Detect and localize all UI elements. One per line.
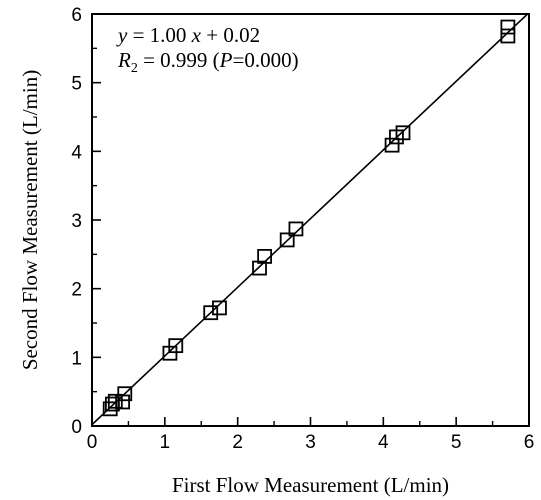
data-point bbox=[257, 248, 273, 264]
data-point bbox=[500, 19, 516, 35]
equation-x-symbol: x bbox=[191, 23, 202, 47]
y-tick-label: 3 bbox=[71, 211, 82, 232]
p-symbol: P bbox=[219, 48, 233, 72]
data-point bbox=[384, 137, 400, 153]
data-point bbox=[252, 260, 267, 276]
y-tick-label: 5 bbox=[71, 74, 82, 95]
plot-area bbox=[91, 13, 530, 427]
x-tick-label: 5 bbox=[451, 432, 462, 453]
y-axis-title: Second Flow Measurement (L/min) bbox=[18, 70, 42, 370]
y-tick-label: 4 bbox=[71, 142, 82, 163]
data-point bbox=[212, 300, 227, 316]
y-tick-label: 2 bbox=[71, 280, 82, 301]
data-point bbox=[500, 28, 516, 44]
y-tick-labels: 0 1 2 3 4 5 6 bbox=[71, 5, 82, 438]
axis-ticks bbox=[91, 13, 530, 427]
regression-line bbox=[91, 13, 529, 426]
equation-line: y = 1.00 x + 0.02 bbox=[116, 23, 260, 47]
y-tick-label: 1 bbox=[71, 348, 82, 369]
equation-y-symbol: y bbox=[116, 23, 128, 47]
r-value: = 0.999 ( bbox=[138, 48, 220, 72]
x-tick-label: 6 bbox=[524, 432, 535, 453]
r-symbol: R bbox=[117, 48, 131, 72]
data-point bbox=[203, 305, 219, 321]
data-point bbox=[104, 396, 120, 412]
data-point bbox=[117, 386, 133, 402]
equation-intercept: + 0.02 bbox=[201, 23, 260, 47]
x-tick-label: 0 bbox=[87, 432, 98, 453]
data-point bbox=[288, 221, 304, 237]
y-tick-label: 0 bbox=[71, 417, 82, 438]
r-squared-line: R2 = 0.999 (P=0.000) bbox=[117, 48, 299, 76]
y-tick-label: 6 bbox=[71, 5, 82, 26]
data-point bbox=[279, 232, 295, 248]
r-subscript: 2 bbox=[131, 61, 138, 76]
equation-slope: = 1.00 bbox=[127, 23, 191, 47]
p-value: =0.000) bbox=[233, 48, 299, 72]
x-tick-label: 3 bbox=[305, 432, 316, 453]
data-point bbox=[168, 338, 184, 354]
data-point bbox=[115, 394, 130, 410]
x-tick-label: 4 bbox=[378, 432, 389, 453]
x-tick-label: 2 bbox=[232, 432, 243, 453]
data-point bbox=[395, 125, 411, 141]
plot-frame bbox=[91, 13, 530, 427]
x-axis-title: First Flow Measurement (L/min) bbox=[172, 473, 449, 497]
data-points bbox=[102, 19, 516, 417]
x-tick-labels: 0 1 2 3 4 5 6 bbox=[87, 432, 535, 453]
x-tick-label: 1 bbox=[160, 432, 171, 453]
